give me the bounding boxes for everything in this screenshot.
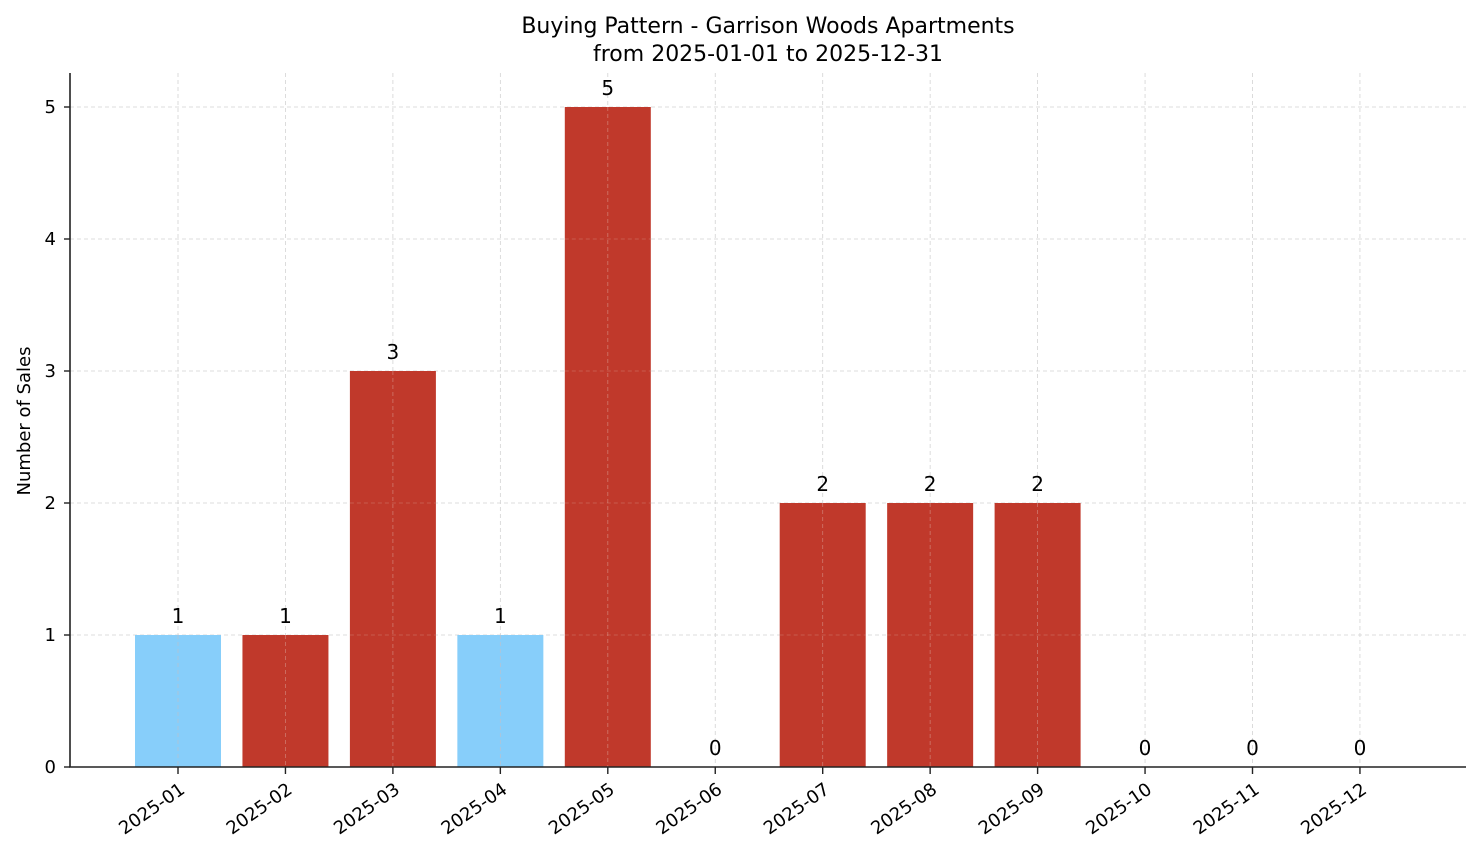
x-tick-label: 2025-10 (1082, 779, 1156, 839)
bar-value-labels: 1 1 3 1 5 0 2 2 2 0 0 0 (172, 76, 1367, 760)
chart-title: Buying Pattern - Garrison Woods Apartmen… (521, 14, 1014, 39)
y-tick-label: 0 (45, 757, 56, 778)
y-tick-label: 5 (45, 97, 56, 118)
x-tick-label: 2025-08 (867, 779, 941, 839)
y-tick-label: 1 (45, 625, 56, 646)
x-tick-label: 2025-12 (1297, 779, 1371, 839)
y-axis-ticks: 0 1 2 3 4 5 (45, 97, 70, 778)
x-tick-label: 2025-01 (115, 779, 189, 839)
x-tick-label: 2025-04 (438, 779, 512, 839)
x-axis-ticks: 2025-01 2025-02 2025-03 2025-04 2025-05 2025-… (115, 767, 1371, 839)
y-tick-label: 2 (45, 493, 56, 514)
bar-value-label: 2 (816, 472, 829, 496)
x-tick-label: 2025-05 (545, 779, 619, 839)
x-tick-label: 2025-11 (1190, 779, 1264, 839)
bar-value-label: 1 (172, 604, 185, 628)
x-tick-label: 2025-06 (652, 779, 726, 839)
chart-subtitle: from 2025-01-01 to 2025-12-31 (593, 42, 943, 67)
bar-value-label: 0 (709, 736, 722, 760)
bar-value-label: 0 (1246, 736, 1259, 760)
x-tick-label: 2025-03 (330, 779, 404, 839)
y-tick-label: 4 (45, 229, 56, 250)
bar-value-label: 3 (387, 340, 400, 364)
x-tick-label: 2025-07 (760, 779, 834, 839)
bar-value-label: 1 (494, 604, 507, 628)
x-tick-label: 2025-02 (223, 779, 297, 839)
bar-value-label: 0 (1139, 736, 1152, 760)
x-tick-label: 2025-09 (975, 779, 1049, 839)
y-tick-label: 3 (45, 361, 56, 382)
bar-value-label: 1 (279, 604, 292, 628)
bar-value-label: 2 (924, 472, 937, 496)
bar-value-label: 2 (1031, 472, 1044, 496)
y-axis-label: Number of Sales (14, 346, 35, 495)
grid-lines-overlay (177, 107, 1081, 767)
bar-value-label: 0 (1354, 736, 1367, 760)
bar-value-label: 5 (601, 76, 614, 100)
